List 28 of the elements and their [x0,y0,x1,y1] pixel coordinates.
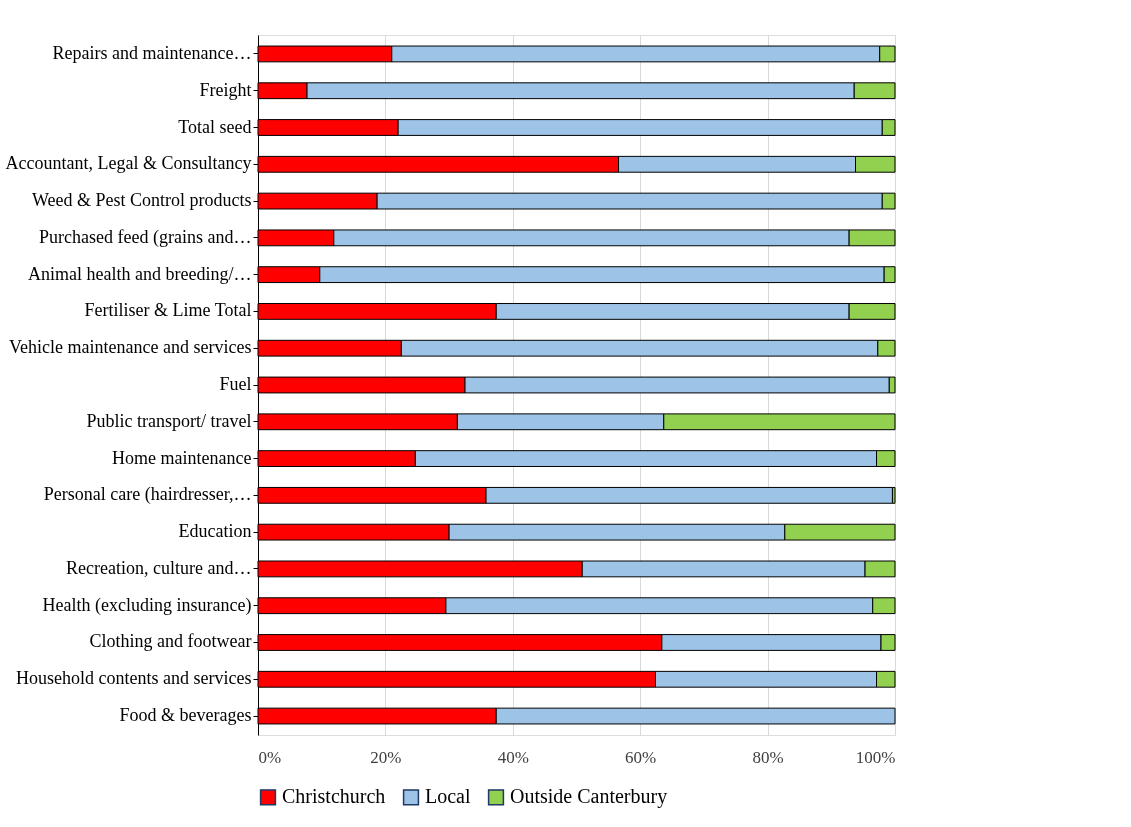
y-tick-label: Fertiliser & Lime Total [84,300,252,321]
y-tick-label: Freight [199,79,252,100]
x-tick-label: 80% [752,747,784,767]
y-tick-label: Fuel [219,374,252,394]
legend-label: Outside Canterbury [510,785,668,809]
x-tick-label: 20% [370,747,402,767]
y-tick-label: Clothing and footwear [89,631,252,652]
y-tick-label: Food & beverages [119,705,252,726]
x-tick-label: 0% [258,747,282,767]
y-tick-label: Education [178,521,252,542]
y-tick-label: Vehicle maintenance and services [9,337,252,358]
y-tick-label: Accountant, Legal & Consultancy [5,153,252,174]
x-tick-label: 60% [625,747,657,767]
legend-label: Local [425,785,471,808]
y-tick-label: Weed & Pest Control products [31,190,252,211]
y-tick-label: Recreation, culture and… [66,557,252,578]
y-tick-label: Repairs and maintenance… [52,42,252,63]
y-tick-label: Animal health and breeding/… [28,263,252,284]
y-tick-label: Household contents and services [16,668,252,689]
y-tick-label: Purchased feed (grains and… [39,226,252,248]
y-tick-label: Public transport/ travel [86,410,252,431]
x-tick-label: 100% [855,747,896,767]
y-tick-label: Home maintenance [112,447,252,468]
x-tick-label: 40% [497,747,529,767]
legend-label: Christchurch [282,785,386,808]
y-tick-label: Personal care (hairdresser,… [43,484,252,506]
y-tick-label: Total seed [178,116,252,137]
y-tick-label: Health (excluding insurance) [42,594,252,616]
